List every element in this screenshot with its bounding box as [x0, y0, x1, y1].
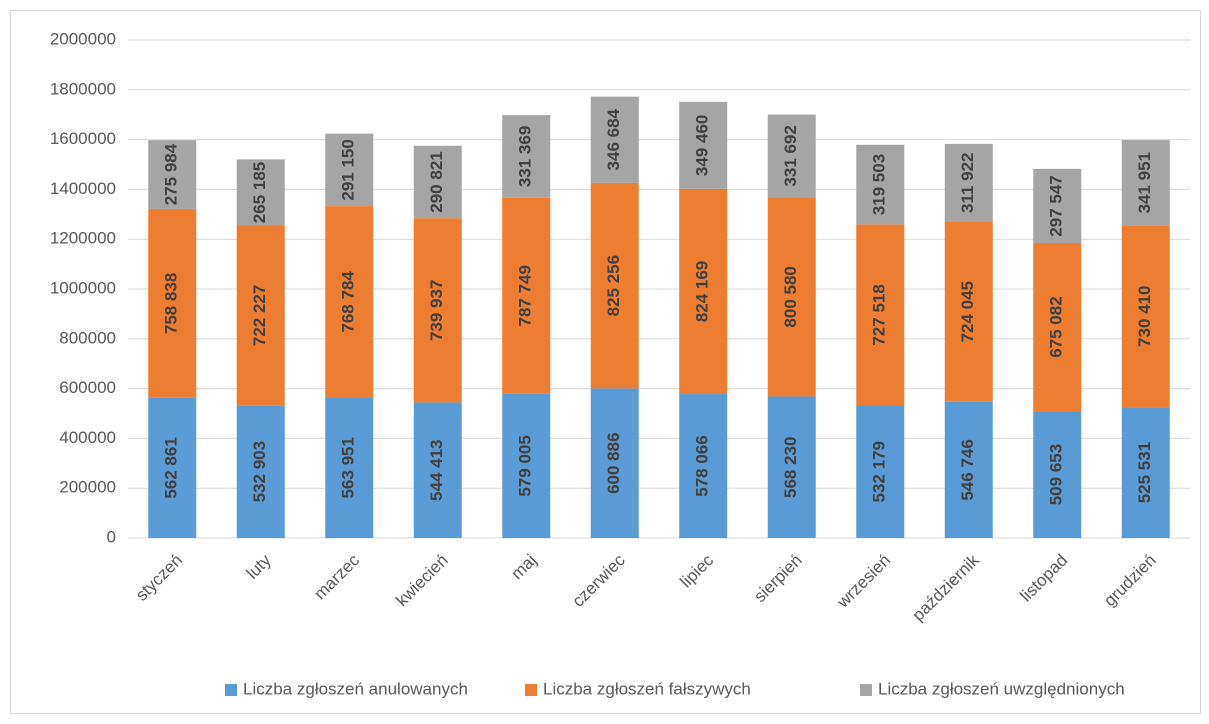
data-label: 291 150 — [339, 139, 358, 200]
bar-segment — [590, 96, 639, 183]
bar-segment — [502, 197, 551, 394]
bar-segment — [1121, 407, 1170, 538]
bar-segment — [236, 159, 285, 226]
y-tick-label: 1800000 — [50, 79, 116, 98]
bar-segment — [944, 143, 993, 222]
data-label: 509 653 — [1047, 444, 1066, 505]
data-label: 311 922 — [958, 152, 977, 213]
bar-segment — [856, 405, 905, 538]
bar-segment — [856, 144, 905, 225]
data-label: 544 413 — [427, 439, 446, 500]
data-label: 730 410 — [1135, 285, 1154, 346]
bar-segment — [1121, 225, 1170, 408]
bar-segment — [944, 221, 993, 402]
data-label: 525 531 — [1135, 442, 1154, 503]
bar-segment — [148, 397, 197, 538]
data-label: 341 951 — [1135, 152, 1154, 213]
bar-segment — [679, 394, 728, 538]
bar-segment — [325, 397, 374, 538]
legend-swatch — [860, 684, 872, 696]
y-tick-label: 600000 — [59, 378, 116, 397]
data-label: 579 005 — [516, 435, 535, 496]
bar-segment — [1033, 243, 1082, 412]
legend-swatch — [525, 684, 537, 696]
y-tick-label: 400000 — [59, 428, 116, 447]
data-label: 349 460 — [693, 115, 712, 176]
data-label: 275 984 — [162, 143, 181, 205]
data-label: 331 692 — [781, 125, 800, 186]
data-label: 824 169 — [693, 261, 712, 322]
bar-segment — [325, 133, 374, 207]
data-label: 825 256 — [604, 255, 623, 316]
bar-segment — [325, 206, 374, 398]
bar-segment — [148, 140, 197, 209]
bar-segment — [1033, 168, 1082, 244]
data-label: 800 580 — [781, 266, 800, 327]
legend-swatch — [225, 684, 237, 696]
data-label: 727 518 — [870, 284, 889, 345]
data-label: 739 937 — [427, 280, 446, 341]
bar-segment — [413, 402, 462, 538]
data-label: 768 784 — [339, 271, 358, 333]
data-label: 578 066 — [693, 435, 712, 496]
legend-label: Liczba zgłoszeń uwzględnionych — [878, 679, 1125, 698]
y-tick-label: 1000000 — [50, 278, 116, 297]
y-tick-label: 200000 — [59, 478, 116, 497]
bar-segment — [148, 208, 197, 398]
data-label: 331 369 — [516, 126, 535, 187]
data-label: 722 227 — [250, 285, 269, 346]
bar-segment — [502, 115, 551, 198]
data-label: 546 746 — [958, 439, 977, 500]
legend-label: Liczba zgłoszeń fałszywych — [543, 679, 751, 698]
y-tick-label: 1600000 — [50, 129, 116, 148]
data-label: 265 185 — [250, 162, 269, 223]
bar-segment — [1033, 411, 1082, 538]
data-label: 600 886 — [604, 432, 623, 493]
data-label: 297 547 — [1047, 175, 1066, 236]
data-label: 290 821 — [427, 151, 446, 212]
data-label: 532 179 — [870, 441, 889, 502]
data-label: 319 503 — [870, 154, 889, 215]
data-label: 787 749 — [516, 265, 535, 326]
y-tick-label: 2000000 — [50, 29, 116, 48]
y-tick-label: 1200000 — [50, 229, 116, 248]
bar-segment — [1121, 140, 1170, 226]
bar-segment — [236, 225, 285, 406]
data-label: 563 951 — [339, 437, 358, 498]
data-label: 758 838 — [162, 273, 181, 334]
bar-segment — [413, 218, 462, 403]
bar-segment — [590, 388, 639, 538]
bar-segment — [679, 101, 728, 189]
bar-segment — [679, 188, 728, 395]
data-label: 532 903 — [250, 441, 269, 502]
bar-segment — [413, 145, 462, 219]
bar-segment — [767, 197, 816, 397]
data-label: 562 861 — [162, 437, 181, 498]
data-label: 724 045 — [958, 281, 977, 342]
y-tick-label: 800000 — [59, 328, 116, 347]
data-label: 568 230 — [781, 437, 800, 498]
bar-segment — [767, 396, 816, 538]
bar-segment — [502, 393, 551, 538]
bar-segment — [767, 114, 816, 198]
bar-segment — [856, 224, 905, 406]
data-label: 675 082 — [1047, 296, 1066, 357]
y-tick-label: 0 — [107, 527, 116, 546]
bar-segment — [236, 405, 285, 538]
bar-segment — [590, 182, 639, 389]
bar-segment — [944, 401, 993, 538]
y-tick-label: 1400000 — [50, 179, 116, 198]
legend-label: Liczba zgłoszeń anulowanych — [243, 679, 468, 698]
data-label: 346 684 — [604, 108, 623, 170]
